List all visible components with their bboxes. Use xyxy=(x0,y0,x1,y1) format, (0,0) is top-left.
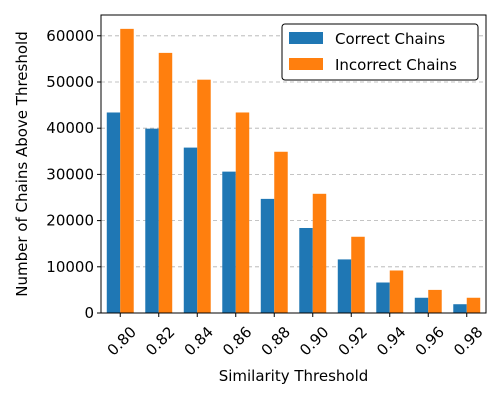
x-tick-label: 0.80 xyxy=(104,323,140,359)
bar-incorrect-chains-0.96 xyxy=(428,289,442,313)
x-axis-label: Similarity Threshold xyxy=(219,367,369,385)
x-tick-label: 0.96 xyxy=(412,323,448,359)
bar-incorrect-chains-0.86 xyxy=(235,112,250,314)
bar-correct-chains-0.86 xyxy=(222,171,236,313)
y-tick-label: 0 xyxy=(84,304,94,322)
bar-incorrect-chains-0.88 xyxy=(274,151,288,313)
bar-correct-chains-0.82 xyxy=(145,128,159,313)
y-tick-label: 10000 xyxy=(46,258,94,276)
y-tick-label: 30000 xyxy=(46,165,94,183)
bar-correct-chains-0.92 xyxy=(337,259,352,313)
x-tick-label: 0.86 xyxy=(219,323,255,359)
legend-label-correct-chains: Correct Chains xyxy=(335,30,445,48)
bar-correct-chains-0.96 xyxy=(414,297,429,313)
bar-incorrect-chains-0.98 xyxy=(466,297,481,313)
bar-correct-chains-0.90 xyxy=(299,227,313,313)
y-tick-label: 50000 xyxy=(46,73,94,91)
y-tick-label: 20000 xyxy=(46,212,94,230)
y-axis-label: Number of Chains Above Threshold xyxy=(13,31,31,296)
legend-swatch-incorrect-chains xyxy=(289,58,323,70)
plot-frame xyxy=(100,14,487,314)
x-tick-label: 0.84 xyxy=(181,323,217,359)
bar-incorrect-chains-0.82 xyxy=(158,52,173,313)
bar-correct-chains-0.84 xyxy=(183,147,198,313)
bar-incorrect-chains-0.92 xyxy=(351,236,365,313)
legend-label-incorrect-chains: Incorrect Chains xyxy=(335,56,457,74)
x-tick-label: 0.98 xyxy=(450,323,486,359)
bar-incorrect-chains-0.90 xyxy=(312,193,327,313)
bar-incorrect-chains-0.80 xyxy=(120,28,134,313)
bar-incorrect-chains-0.94 xyxy=(389,270,404,313)
x-tick-label: 0.90 xyxy=(296,323,332,359)
y-axis-ticks: 0 10000 20000 30000 40000 50000 60000 xyxy=(46,27,101,322)
x-tick-label: 0.88 xyxy=(258,323,294,359)
bar-correct-chains-0.80 xyxy=(106,112,121,314)
x-tick-label: 0.82 xyxy=(142,323,178,359)
bar-correct-chains-0.88 xyxy=(260,198,275,313)
bars xyxy=(106,28,481,314)
bar-incorrect-chains-0.84 xyxy=(197,79,211,314)
y-tick-label: 60000 xyxy=(46,27,94,45)
legend-swatch-correct-chains xyxy=(289,32,323,44)
y-tick-label: 40000 xyxy=(46,119,94,137)
x-tick-label: 0.92 xyxy=(335,323,371,359)
legend: Correct Chains Incorrect Chains xyxy=(281,23,479,81)
x-tick-label: 0.94 xyxy=(373,323,409,359)
bar-correct-chains-0.94 xyxy=(376,282,390,313)
legend-box xyxy=(281,23,479,81)
bar-correct-chains-0.98 xyxy=(453,304,467,313)
x-axis-ticks: 0.80 0.82 0.84 0.86 0.88 0.90 0.92 0.94 0.96 0.98 xyxy=(104,313,487,359)
